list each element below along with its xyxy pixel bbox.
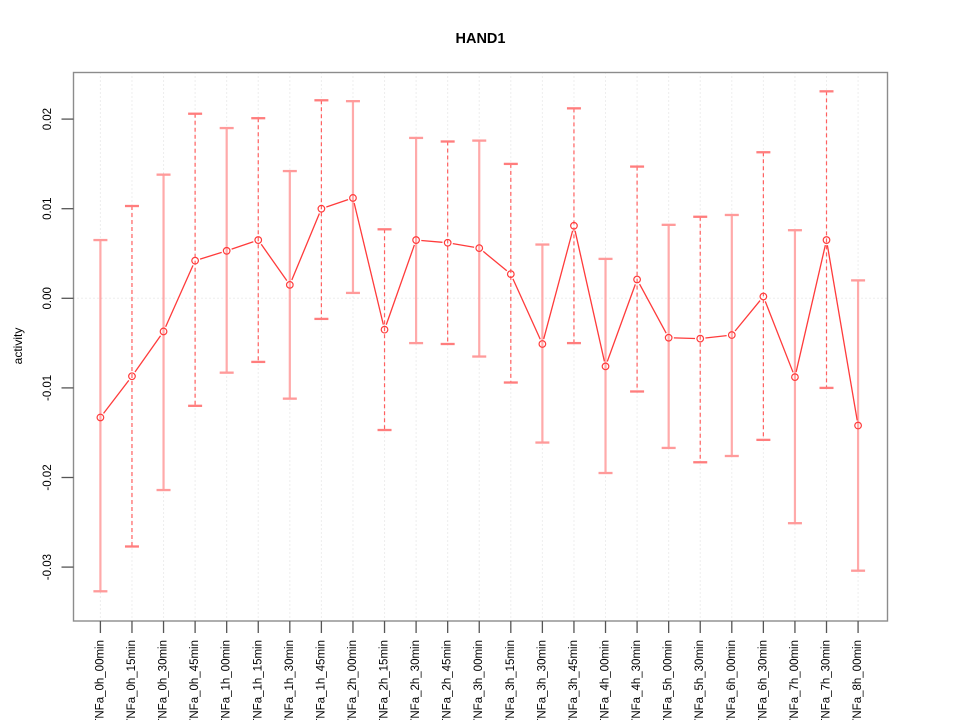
data-point [96, 413, 105, 422]
x-tick-label: TNFa_4h_30min [631, 640, 643, 720]
line-segment [734, 300, 761, 332]
x-tick-label: TNFa_0h_30min [158, 640, 170, 720]
line-segment [421, 239, 443, 243]
chart-title: HAND1 [456, 31, 506, 47]
y-tick-label: 0.02 [42, 108, 54, 130]
line-segment [452, 242, 475, 248]
y-tick-label: 0.00 [42, 287, 54, 309]
data-point [822, 236, 831, 244]
data-point [854, 421, 862, 430]
data-point [506, 270, 515, 279]
data-line [103, 199, 858, 421]
axes: 0.02 0.01 0.00 -0.01 -0.02 -0.03 TNFa_0h_00min… [42, 71, 889, 720]
line-segment [764, 301, 794, 373]
errorbar-layer [93, 90, 866, 593]
line-segment [353, 202, 384, 325]
data-point [633, 275, 641, 284]
line-segment [385, 244, 415, 325]
x-tick-label: TNFa_3h_15min [505, 640, 517, 720]
line-segment [512, 278, 541, 340]
data-point [601, 362, 610, 371]
line-segment [231, 241, 254, 250]
data-point [128, 372, 136, 381]
line-segment [826, 245, 858, 421]
data-point [285, 280, 294, 289]
line-segment [795, 244, 826, 373]
line-segment [543, 230, 574, 340]
line-segment [134, 335, 162, 373]
data-point [791, 373, 799, 382]
data-point [664, 333, 673, 342]
x-tick-label: TNFa_0h_15min [126, 640, 138, 720]
data-point [727, 331, 736, 339]
line-segment [574, 230, 606, 362]
x-tick-label: TNFa_2h_30min [410, 640, 422, 720]
x-tick-label: TNFa_2h_45min [442, 640, 454, 720]
line-segment [165, 265, 194, 327]
y-tick-label: -0.03 [42, 554, 54, 580]
x-tick-label: TNFa_1h_30min [284, 640, 296, 720]
data-point [696, 334, 705, 343]
y-tick-label: -0.02 [42, 464, 54, 490]
x-tick-label: TNFa_2h_00min [347, 640, 359, 720]
y-tick-label: 0.01 [42, 198, 54, 220]
x-tick-label: TNFa_5h_30min [694, 640, 706, 720]
line-segment [673, 337, 696, 340]
x-tick-label: TNFa_0h_45min [189, 640, 201, 720]
x-tick-label: TNFa_3h_00min [473, 640, 485, 720]
x-tick-label: TNFa_2h_15min [379, 640, 391, 720]
x-tick-label: TNFa_1h_15min [252, 640, 264, 720]
data-point [570, 221, 578, 230]
line-segment [326, 199, 349, 208]
line-segment [705, 334, 727, 339]
line-segment [199, 251, 222, 260]
line-segment [638, 283, 667, 334]
data-point [349, 194, 357, 202]
line-segment [260, 243, 288, 281]
data-point [191, 256, 200, 265]
x-tick-label: TNFa_1h_00min [221, 640, 233, 720]
data-point [380, 325, 389, 334]
line-segment [482, 250, 508, 272]
data-points [96, 194, 862, 430]
data-point [254, 236, 263, 244]
x-tick-label: TNFa_4h_00min [600, 640, 612, 720]
y-axis-label: activity [11, 328, 25, 365]
y-tick-label: -0.01 [42, 375, 54, 401]
line-segment [103, 379, 130, 414]
plot-border [72, 71, 889, 622]
x-tick-label: TNFa_7h_30min [821, 640, 833, 720]
x-tick-label: TNFa_7h_00min [789, 640, 801, 720]
x-tick-label: TNFa_1h_45min [315, 640, 327, 720]
data-point [222, 246, 231, 255]
data-point [538, 340, 547, 348]
data-point [412, 236, 421, 244]
data-point [475, 244, 484, 253]
x-tick-label: TNFa_3h_30min [536, 640, 548, 720]
x-tick-label: TNFa_0h_00min [94, 640, 106, 720]
x-tick-label: TNFa_5h_00min [663, 640, 675, 720]
data-point [443, 238, 452, 247]
line-segment [291, 213, 320, 281]
data-point [317, 204, 326, 213]
line-segment [606, 284, 636, 362]
x-tick-label: TNFa_8h_00min [852, 640, 864, 720]
x-tick-label: TNFa_6h_00min [726, 640, 738, 720]
x-tick-label: TNFa_3h_45min [568, 640, 580, 720]
x-tick-label: TNFa_6h_30min [757, 640, 769, 720]
data-point [759, 292, 768, 301]
data-point [159, 327, 168, 336]
